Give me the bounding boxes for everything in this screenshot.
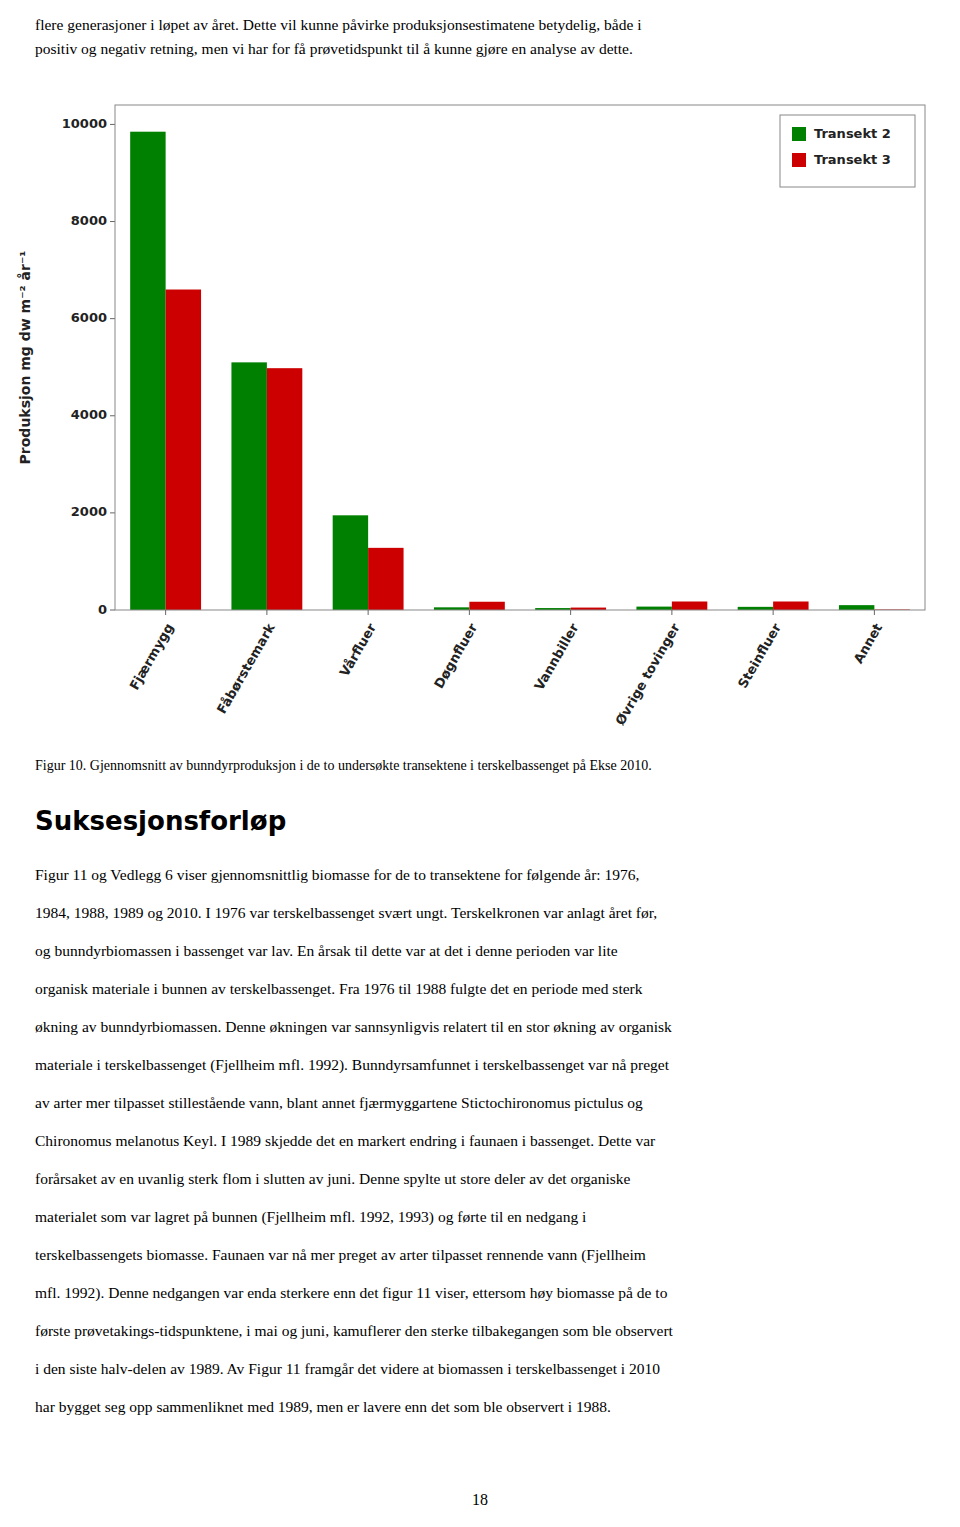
- bar: [773, 602, 808, 610]
- bar: [333, 515, 368, 610]
- body-line: 1984, 1988, 1989 og 2010. I 1976 var ter…: [35, 904, 657, 921]
- y-tick: [110, 512, 115, 513]
- y-tick-label: 0: [98, 602, 107, 617]
- body-line: organisk materiale i bunnen av terskelba…: [35, 980, 643, 997]
- bar: [636, 607, 671, 610]
- y-tick-label: 2000: [71, 504, 107, 519]
- body-line: materialet som var lagret på bunnen (Fje…: [35, 1208, 587, 1226]
- body-line: av arter mer tilpasset stillestående van…: [35, 1094, 643, 1111]
- legend-box: [780, 115, 915, 187]
- legend-label: Transekt 3: [814, 152, 891, 167]
- body-line: forårsaket av en uvanlig sterk flom i sl…: [35, 1170, 631, 1187]
- body-line: terskelbassengets biomasse. Faunaen var …: [35, 1246, 646, 1264]
- chart: 0 2000 4000 6000 8000 10000 Produksjon mg dw m…: [17, 105, 925, 728]
- y-tick: [110, 415, 115, 416]
- y-tick-label: 6000: [71, 310, 107, 325]
- x-tick: [469, 610, 470, 615]
- bar: [166, 290, 201, 610]
- x-tick-label: Annet: [850, 621, 885, 666]
- body-line: flere generasjoner i løpet av året. Dett…: [35, 16, 642, 33]
- x-tick: [773, 610, 774, 615]
- body-line: materiale i terskelbassenget (Fjellheim …: [35, 1056, 670, 1074]
- body-line: mfl. 1992). Denne nedgangen var enda ste…: [35, 1284, 668, 1302]
- body-line: Chironomus melanotus Keyl. I 1989 skjedd…: [35, 1132, 656, 1149]
- bar: [130, 132, 165, 610]
- x-tick: [671, 610, 672, 615]
- y-axis-label: Produksjon mg dw m⁻² år⁻¹: [17, 251, 33, 465]
- body-line: i den siste halv-delen av 1989. Av Figur…: [35, 1360, 660, 1377]
- plot-frame: [115, 105, 925, 610]
- bar: [368, 548, 403, 610]
- bar: [231, 362, 266, 610]
- legend-swatch: [792, 127, 806, 141]
- y-tick-label: 4000: [71, 407, 107, 422]
- body-line: økning av bunndyrbiomassen. Denne økning…: [35, 1018, 672, 1035]
- y-tick-label: 8000: [71, 213, 107, 228]
- body-line: har bygget seg opp sammenliknet med 1989…: [35, 1398, 611, 1415]
- y-tick-label: 10000: [62, 116, 107, 131]
- x-tick: [266, 610, 267, 615]
- x-tick-label: Øvrige tovinger: [612, 620, 683, 728]
- x-tick: [874, 610, 875, 615]
- x-tick-label: Steinfluer: [735, 620, 784, 691]
- legend-swatch: [792, 153, 806, 167]
- section-title: Suksesjonsforløp: [35, 806, 286, 836]
- page: flere generasjoner i løpet av året. Dett…: [0, 0, 960, 1527]
- body-line: Figur 11 og Vedlegg 6 viser gjennomsnitt…: [35, 866, 639, 883]
- x-tick-label: Fjærmygg: [127, 621, 177, 693]
- x-tick: [165, 610, 166, 615]
- body-line: og bunndyrbiomassen i bassenget var lav.…: [35, 942, 618, 959]
- figure-caption: Figur 10. Gjennomsnitt av bunndyrproduks…: [35, 758, 652, 773]
- page-number: 18: [472, 1491, 488, 1508]
- bars: [130, 132, 910, 610]
- y-tick: [110, 221, 115, 222]
- x-tick-label: Fåbørstemark: [214, 620, 278, 716]
- y-tick: [110, 318, 115, 319]
- legend: Transekt 2 Transekt 3: [780, 115, 915, 187]
- bar: [839, 605, 874, 610]
- y-tick: [110, 610, 115, 611]
- bar: [672, 602, 707, 610]
- plot-background: [115, 105, 925, 610]
- x-tick-label: Vannbiller: [531, 620, 582, 693]
- bar: [267, 368, 302, 610]
- x-tick: [570, 610, 571, 615]
- x-tick-label: Døgnfluer: [431, 620, 480, 691]
- x-tick-label: Vårfluer: [337, 620, 380, 679]
- x-tick: [368, 610, 369, 615]
- body-line: første prøvetakings-tidspunktene, i mai …: [35, 1322, 674, 1339]
- bar: [469, 602, 504, 610]
- y-tick: [110, 124, 115, 125]
- legend-label: Transekt 2: [814, 126, 891, 141]
- body-line: positiv og negativ retning, men vi har f…: [35, 40, 633, 57]
